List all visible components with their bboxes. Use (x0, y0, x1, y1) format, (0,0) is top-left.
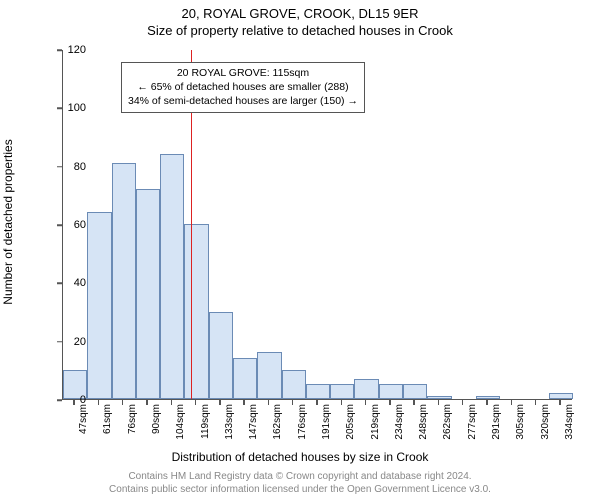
x-tick-label: 291sqm (491, 404, 502, 454)
bar (87, 212, 111, 399)
x-tick-label: 90sqm (151, 404, 162, 454)
chart-area: Number of detached properties 20 ROYAL G… (0, 42, 600, 462)
y-tick-mark (57, 108, 62, 110)
x-tick-label: 305sqm (515, 404, 526, 454)
bar (136, 189, 160, 399)
y-tick-mark (57, 283, 62, 285)
footer-attribution: Contains HM Land Registry data © Crown c… (0, 471, 600, 496)
x-tick-label: 191sqm (321, 404, 332, 454)
x-tick-label: 133sqm (224, 404, 235, 454)
x-tick-mark (146, 400, 148, 405)
x-tick-mark (511, 400, 513, 405)
x-tick-label: 234sqm (394, 404, 405, 454)
x-tick-mark (559, 400, 561, 405)
x-tick-mark (462, 400, 464, 405)
x-tick-mark (292, 400, 294, 405)
bar (184, 224, 208, 399)
bar (306, 384, 330, 399)
x-tick-mark (171, 400, 173, 405)
bar (427, 396, 451, 399)
bar (354, 379, 378, 399)
x-tick-mark (98, 400, 100, 405)
bar (282, 370, 306, 399)
footer-line-2: Contains public sector information licen… (0, 484, 600, 497)
chart-title-main: 20, ROYAL GROVE, CROOK, DL15 9ER (0, 0, 600, 21)
footer-line-1: Contains HM Land Registry data © Crown c… (0, 471, 600, 484)
bar (233, 358, 257, 399)
x-tick-label: 147sqm (248, 404, 259, 454)
x-tick-label: 176sqm (297, 404, 308, 454)
bar (379, 384, 403, 399)
x-tick-label: 248sqm (418, 404, 429, 454)
x-tick-mark (73, 400, 75, 405)
x-tick-mark (365, 400, 367, 405)
y-tick-mark (57, 49, 62, 51)
x-tick-mark (413, 400, 415, 405)
y-tick-mark (57, 399, 62, 401)
x-axis-label: Distribution of detached houses by size … (0, 450, 600, 464)
annotation-line: 20 ROYAL GROVE: 115sqm (128, 66, 358, 80)
x-tick-mark (341, 400, 343, 405)
bar (476, 396, 500, 399)
annotation-line: ← 65% of detached houses are smaller (28… (128, 80, 358, 94)
annotation-box: 20 ROYAL GROVE: 115sqm← 65% of detached … (121, 62, 365, 113)
x-tick-label: 76sqm (127, 404, 138, 454)
x-tick-mark (535, 400, 537, 405)
bar (403, 384, 427, 399)
x-tick-label: 104sqm (175, 404, 186, 454)
x-tick-label: 47sqm (78, 404, 89, 454)
bar (209, 312, 233, 400)
y-tick-mark (57, 166, 62, 168)
x-tick-label: 219sqm (370, 404, 381, 454)
x-tick-mark (122, 400, 124, 405)
x-tick-label: 119sqm (200, 404, 211, 454)
x-tick-label: 334sqm (564, 404, 575, 454)
x-tick-label: 320sqm (540, 404, 551, 454)
plot-area: 20 ROYAL GROVE: 115sqm← 65% of detached … (62, 50, 572, 400)
y-tick-mark (57, 224, 62, 226)
x-tick-label: 205sqm (345, 404, 356, 454)
y-axis-label: Number of detached properties (1, 139, 15, 304)
x-tick-mark (438, 400, 440, 405)
bar (160, 154, 184, 399)
x-tick-mark (389, 400, 391, 405)
x-tick-mark (219, 400, 221, 405)
bar (549, 393, 573, 399)
x-tick-label: 262sqm (442, 404, 453, 454)
x-tick-label: 162sqm (272, 404, 283, 454)
x-tick-mark (316, 400, 318, 405)
annotation-line: 34% of semi-detached houses are larger (… (128, 94, 358, 108)
x-tick-label: 277sqm (467, 404, 478, 454)
chart-title-sub: Size of property relative to detached ho… (0, 21, 600, 42)
bar (330, 384, 354, 399)
x-tick-mark (486, 400, 488, 405)
bar (257, 352, 281, 399)
x-tick-mark (268, 400, 270, 405)
x-tick-mark (195, 400, 197, 405)
x-tick-label: 61sqm (102, 404, 113, 454)
bar (112, 163, 136, 399)
x-tick-mark (243, 400, 245, 405)
y-tick-mark (57, 341, 62, 343)
